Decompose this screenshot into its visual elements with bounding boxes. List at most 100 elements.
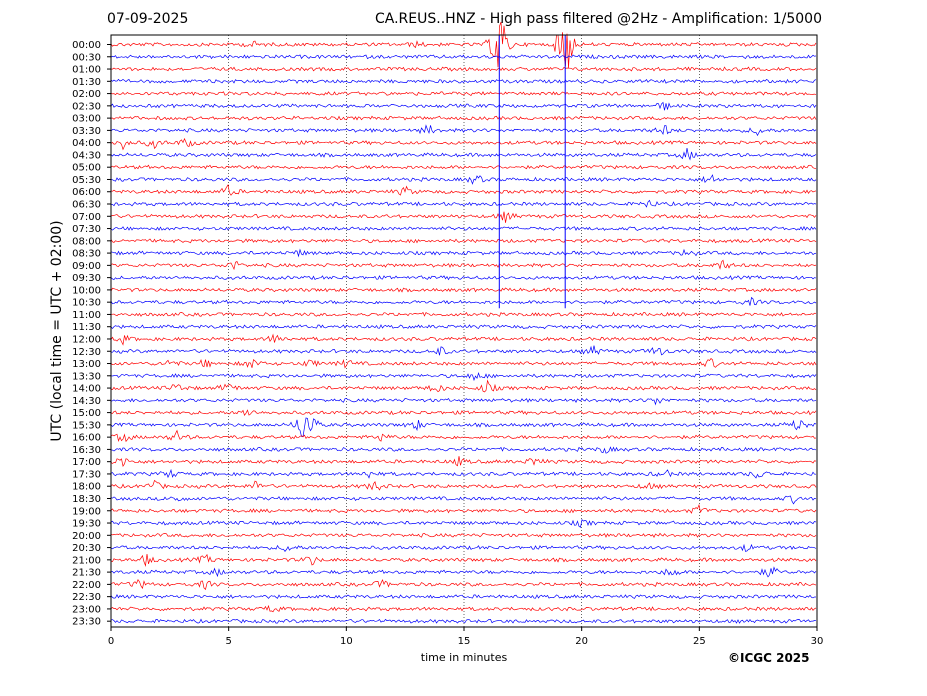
- row-label: 07:00: [72, 212, 101, 223]
- trace-0800: [110, 238, 817, 244]
- row-label: 18:30: [72, 494, 101, 505]
- trace-1000: [110, 287, 817, 293]
- trace-2230: [110, 594, 816, 599]
- row-label: 19:30: [72, 519, 101, 530]
- trace-0700: [110, 211, 817, 223]
- trace-1300: [110, 358, 817, 369]
- row-label: 17:00: [72, 457, 101, 468]
- row-label: 05:30: [72, 175, 101, 186]
- trace-1400: [110, 379, 817, 393]
- row-label: 11:00: [72, 310, 101, 321]
- row-label: 16:30: [72, 445, 101, 456]
- row-label: 15:00: [72, 408, 101, 419]
- row-label: 10:00: [72, 285, 101, 296]
- row-label: 19:00: [72, 506, 101, 517]
- trace-1600: [110, 429, 817, 443]
- row-label: 13:30: [72, 371, 101, 382]
- trace-1430: [110, 397, 817, 406]
- plot-frame: [110, 34, 818, 628]
- row-label: 23:00: [72, 604, 101, 615]
- row-label: 22:00: [72, 580, 101, 591]
- trace-1730: [110, 468, 816, 479]
- x-tick-label: 15: [458, 636, 471, 647]
- row-label: 08:00: [72, 236, 101, 247]
- row-label: 18:00: [72, 482, 101, 493]
- row-label: 07:30: [72, 224, 101, 235]
- row-label: 14:30: [72, 396, 101, 407]
- trace-1200: [110, 333, 817, 346]
- trace-0930: [110, 275, 817, 281]
- row-label: 04:00: [72, 138, 101, 149]
- row-label: 16:00: [72, 433, 101, 444]
- trace-2330: [110, 618, 817, 624]
- row-label: 08:30: [72, 249, 101, 260]
- row-label: 20:00: [72, 531, 101, 542]
- row-label: 21:30: [72, 568, 101, 579]
- row-label: 14:00: [72, 384, 101, 395]
- row-label: 01:30: [72, 77, 101, 88]
- trace-1700: [110, 456, 817, 468]
- x-tick-label: 30: [811, 636, 824, 647]
- row-label: 10:30: [72, 298, 101, 309]
- x-tick-label: 5: [225, 636, 231, 647]
- trace-0230: [110, 101, 817, 111]
- x-tick-label: 25: [693, 636, 706, 647]
- row-label: 15:30: [72, 420, 101, 431]
- trace-1500: [110, 409, 817, 416]
- row-label: 06:30: [72, 200, 101, 211]
- x-tick-label: 20: [575, 636, 588, 647]
- chart-title: CA.REUS..HNZ - High pass filtered @2Hz -…: [375, 11, 822, 27]
- row-label: 17:30: [72, 469, 101, 480]
- row-label: 00:00: [72, 40, 101, 51]
- trace-2300: [110, 604, 817, 613]
- x-tick-label: 0: [108, 636, 114, 647]
- trace-1330: [110, 371, 817, 382]
- row-label: 23:30: [72, 617, 101, 628]
- trace-0530: [110, 174, 817, 185]
- trace-0900: [110, 259, 817, 271]
- x-axis-label: time in minutes: [420, 651, 508, 664]
- trace-0430: [110, 148, 817, 161]
- trace-2130: [110, 566, 817, 578]
- chart-date: 07-09-2025: [107, 11, 189, 27]
- trace-0330: [110, 124, 817, 137]
- trace-1100: [110, 311, 817, 317]
- trace-0730: [110, 225, 817, 231]
- copyright-label: ©ICGC 2025: [728, 651, 810, 665]
- trace-0400: [110, 137, 817, 151]
- row-label: 11:30: [72, 322, 101, 333]
- trace-1230: [110, 345, 817, 356]
- row-label: 02:30: [72, 101, 101, 112]
- trace-0030: [110, 54, 817, 60]
- trace-0000: [110, 21, 817, 69]
- y-axis-label: UTC (local time = UTC + 02:00): [49, 220, 65, 442]
- trace-1900: [110, 503, 817, 514]
- row-label: 06:00: [72, 187, 101, 198]
- trace-1530: [110, 417, 817, 438]
- trace-0630: [110, 199, 817, 208]
- trace-2100: [110, 553, 817, 567]
- x-tick-label: 10: [340, 636, 353, 647]
- trace-0130: [110, 78, 817, 84]
- trace-2000: [110, 532, 817, 538]
- trace-1800: [110, 479, 817, 491]
- row-label: 01:00: [72, 65, 101, 76]
- trace-1030: [110, 296, 817, 306]
- row-label: 05:00: [72, 163, 101, 174]
- row-label: 03:00: [72, 114, 101, 125]
- row-label: 00:30: [72, 52, 101, 63]
- row-label: 20:30: [72, 543, 101, 554]
- row-label: 03:30: [72, 126, 101, 137]
- trace-0830: [110, 248, 817, 258]
- row-label: 09:30: [72, 273, 101, 284]
- row-label: 09:00: [72, 261, 101, 272]
- trace-0100: [111, 66, 817, 72]
- trace-1930: [110, 519, 817, 528]
- trace-1630: [110, 446, 817, 454]
- trace-1130: [110, 324, 817, 330]
- trace-0500: [110, 164, 817, 170]
- trace-0300: [110, 115, 817, 121]
- trace-2200: [110, 578, 817, 591]
- trace-1830: [110, 495, 817, 505]
